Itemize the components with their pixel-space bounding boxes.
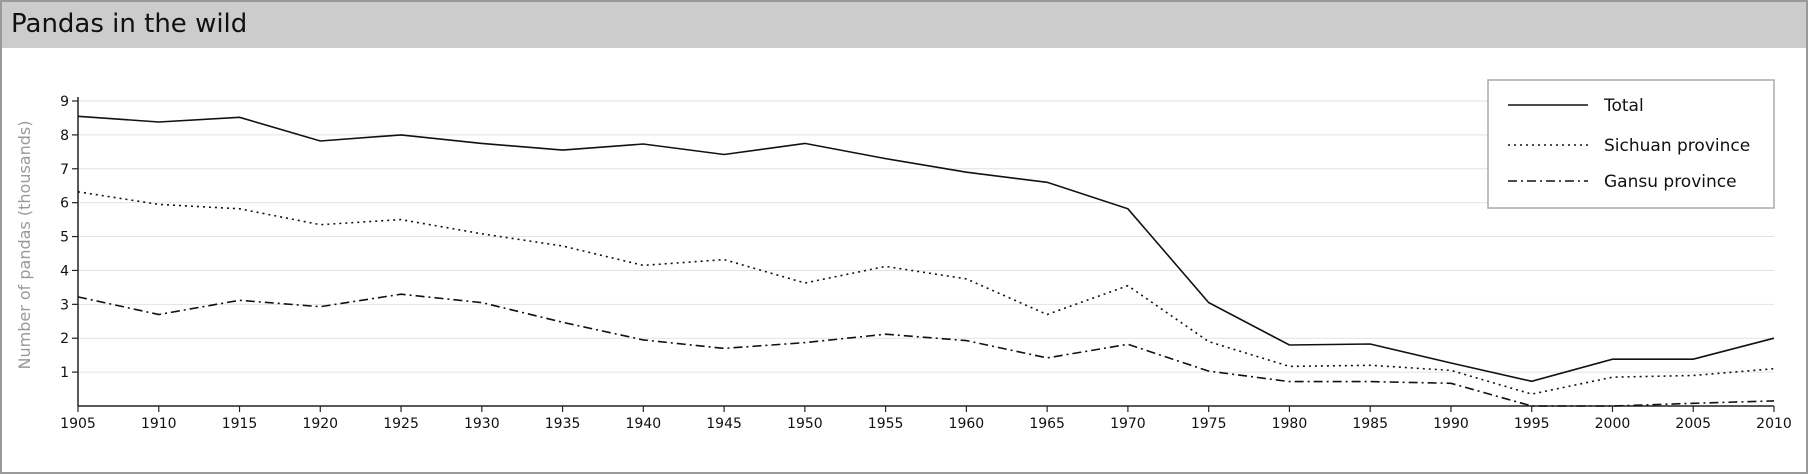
x-tick-label: 1985 xyxy=(1352,416,1388,432)
y-tick-label: 2 xyxy=(60,331,69,347)
y-tick-label: 4 xyxy=(60,263,69,279)
y-tick-label: 9 xyxy=(60,94,69,110)
x-tick-label: 1940 xyxy=(626,416,662,432)
series-line-1 xyxy=(77,115,1775,383)
x-tick-label: 1965 xyxy=(1029,416,1065,432)
series-line-3 xyxy=(77,293,1775,407)
y-tick-label: 5 xyxy=(60,230,69,246)
title-bar: Pandas in the wild xyxy=(2,2,1806,48)
chart-title: Pandas in the wild xyxy=(11,9,248,39)
y-tick-label: 3 xyxy=(60,297,69,313)
y-tick-label: 7 xyxy=(60,162,69,178)
y-tick-label: 1 xyxy=(60,365,69,381)
axes: 1 2 3 4 5 6 7 8 9 1905 1910 1915 1920 1925 1930 1935 194… xyxy=(60,94,1792,432)
x-tick-label: 1950 xyxy=(787,416,823,432)
x-tick-label: 1920 xyxy=(302,416,338,432)
x-tick-label: 1990 xyxy=(1433,416,1469,432)
x-tick-label: 2000 xyxy=(1595,416,1631,432)
x-tick-label: 1955 xyxy=(868,416,904,432)
x-tick-label: 1975 xyxy=(1191,416,1227,432)
y-axis-label: Number of pandas (thousands) xyxy=(15,121,34,370)
x-tick-label: 1925 xyxy=(383,416,419,432)
x-tick-label: 1910 xyxy=(141,416,177,432)
x-tick-label: 1980 xyxy=(1272,416,1308,432)
x-tick-label: 1935 xyxy=(545,416,581,432)
x-tick-label: 1970 xyxy=(1110,416,1146,432)
x-tick-label: 1960 xyxy=(949,416,985,432)
legend-label: Gansu province xyxy=(1604,172,1737,192)
x-tick-label: 1930 xyxy=(464,416,500,432)
legend: Total Sichuan province Gansu province xyxy=(1487,79,1775,209)
legend-label: Sichuan province xyxy=(1604,136,1750,156)
series-lines xyxy=(77,115,1775,407)
y-tick-label: 8 xyxy=(60,128,69,144)
legend-label: Total xyxy=(1603,96,1644,116)
series-line-2 xyxy=(77,191,1775,395)
x-tick-label: 1995 xyxy=(1514,416,1550,432)
x-tick-label: 2005 xyxy=(1675,416,1711,432)
x-tick-label: 1945 xyxy=(706,416,742,432)
x-tick-label: 1905 xyxy=(60,416,96,432)
x-tick-label: 2010 xyxy=(1756,416,1792,432)
legend-box xyxy=(1487,79,1775,209)
x-tick-label: 1915 xyxy=(222,416,258,432)
y-tick-label: 6 xyxy=(60,196,69,212)
